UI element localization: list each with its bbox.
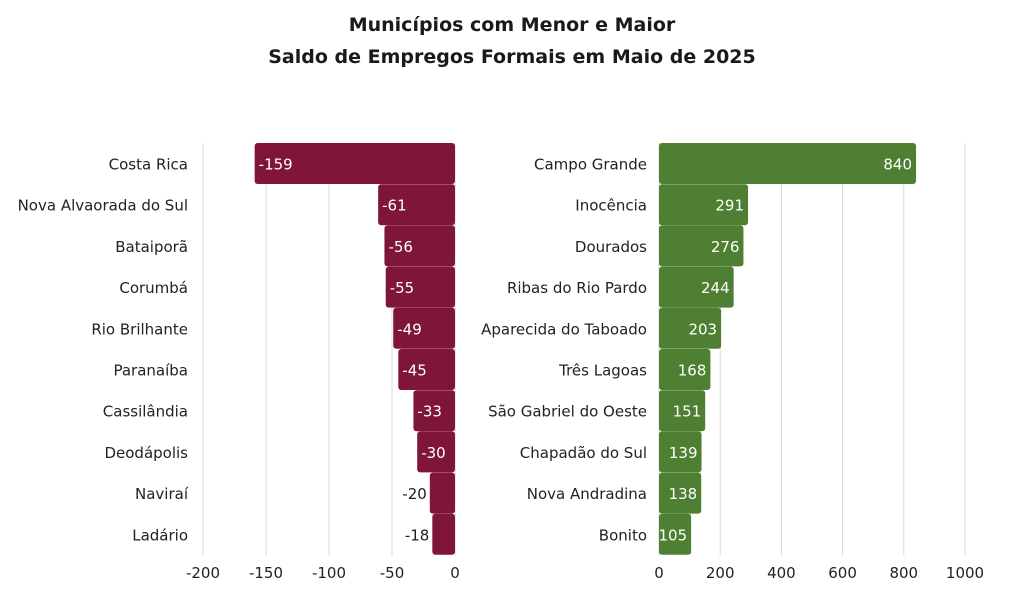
neg-category-label: Costa Rica (109, 156, 188, 174)
neg-bar (398, 349, 455, 390)
pos-x-tick-label: 400 (767, 564, 796, 582)
pos-bar (659, 472, 702, 514)
pos-data-label: 840 (883, 156, 912, 174)
pos-bar (659, 307, 722, 349)
neg-bar (254, 143, 455, 184)
neg-data-label: -61 (382, 197, 407, 215)
neg-bar (432, 513, 455, 555)
neg-data-label: -33 (417, 403, 442, 421)
neg-data-label: -55 (390, 279, 415, 297)
neg-bar (378, 184, 455, 226)
pos-x-tick-label: 800 (889, 564, 918, 582)
neg-x-tick-label: -200 (186, 564, 220, 582)
pos-data-label: 203 (688, 320, 717, 338)
pos-bar (659, 431, 702, 473)
neg-x-tick-label: -150 (249, 564, 283, 582)
neg-data-label: -56 (388, 238, 413, 256)
neg-category-label: Deodápolis (104, 444, 188, 462)
neg-category-label: Ladário (132, 526, 188, 544)
pos-data-label: 168 (678, 362, 707, 380)
pos-x-tick-label: 0 (654, 564, 664, 582)
neg-data-label: -159 (259, 156, 293, 174)
pos-data-label: 291 (715, 197, 744, 215)
pos-bar (659, 390, 706, 432)
neg-x-tick-label: 0 (450, 564, 460, 582)
pos-bar (659, 143, 917, 184)
neg-category-label: Bataiporã (115, 238, 188, 256)
chart-title-line2: Saldo de Empregos Formais em Maio de 202… (268, 46, 756, 68)
neg-bar (385, 266, 455, 308)
pos-x-tick-label: 200 (706, 564, 735, 582)
pos-category-label: Ribas do Rio Pardo (507, 279, 647, 297)
pos-data-label: 151 (673, 403, 702, 421)
pos-bar (659, 225, 744, 267)
pos-category-label: Três Lagoas (558, 362, 647, 380)
pos-bar (659, 349, 711, 390)
neg-x-tick-label: -50 (380, 564, 405, 582)
pos-category-label: Nova Andradina (527, 485, 647, 503)
neg-data-label: -20 (402, 485, 427, 503)
pos-category-label: Campo Grande (534, 156, 647, 174)
neg-bar (393, 307, 455, 349)
neg-category-label: Naviraí (135, 485, 189, 503)
pos-data-label: 139 (669, 444, 698, 462)
neg-bar (429, 472, 455, 514)
pos-category-label: São Gabriel do Oeste (488, 403, 647, 421)
neg-bar (413, 390, 455, 432)
pos-data-label: 276 (711, 238, 740, 256)
neg-category-label: Rio Brilhante (91, 320, 188, 338)
neg-category-label: Corumbá (119, 279, 188, 297)
neg-bar (417, 431, 455, 473)
pos-category-label: Chapadão do Sul (520, 444, 647, 462)
neg-category-label: Cassilândia (103, 403, 188, 421)
neg-x-tick-label: -100 (312, 564, 346, 582)
pos-bar (659, 266, 734, 308)
pos-x-tick-label: 1000 (946, 564, 984, 582)
pos-data-label: 105 (658, 526, 687, 544)
neg-category-label: Nova Alvaorada do Sul (18, 197, 188, 215)
neg-bar (384, 225, 455, 267)
neg-data-label: -45 (402, 362, 427, 380)
pos-category-label: Aparecida do Taboado (481, 320, 647, 338)
neg-data-label: -30 (421, 444, 446, 462)
pos-category-label: Inocência (575, 197, 647, 215)
neg-data-label: -18 (405, 526, 430, 544)
pos-bar (659, 513, 692, 555)
neg-data-label: -49 (397, 320, 422, 338)
pos-x-tick-label: 600 (828, 564, 857, 582)
pos-category-label: Bonito (599, 526, 647, 544)
chart-title-line1: Municípios com Menor e Maior (348, 14, 676, 36)
pos-bar (659, 184, 749, 226)
pos-data-label: 244 (701, 279, 730, 297)
pos-category-label: Dourados (575, 238, 647, 256)
pos-data-label: 138 (669, 485, 698, 503)
neg-category-label: Paranaíba (113, 362, 188, 380)
